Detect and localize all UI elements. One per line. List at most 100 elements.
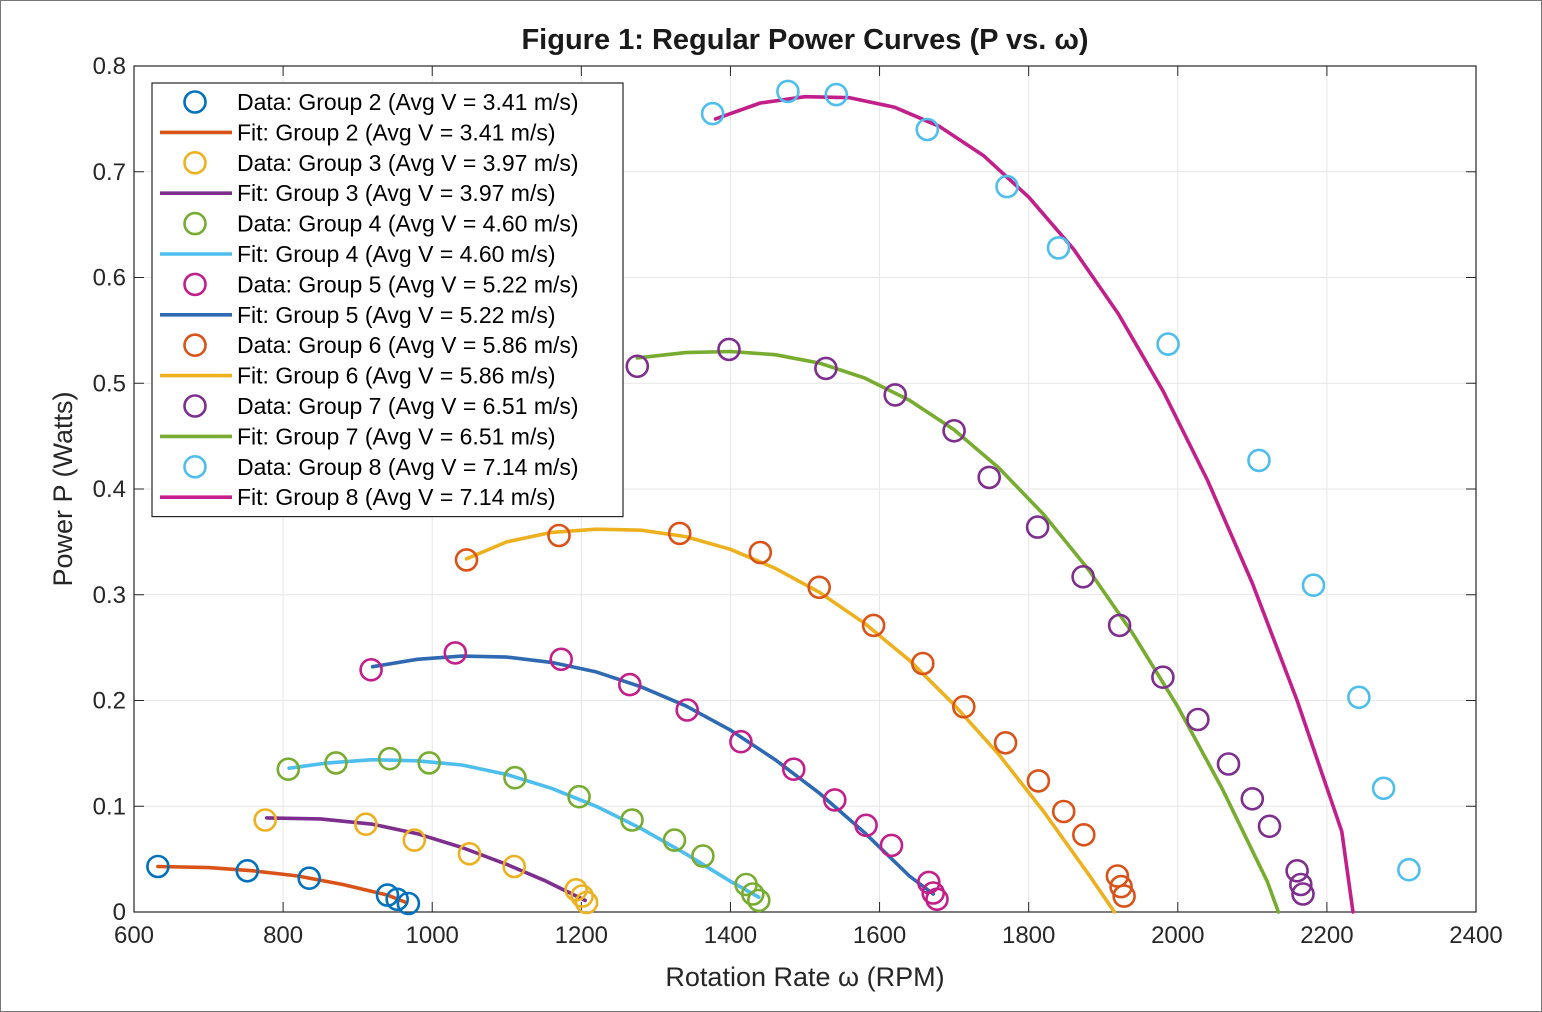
data-point — [746, 888, 771, 913]
data-point — [814, 356, 838, 381]
x-tick-label: 1800 — [1002, 922, 1055, 949]
data-point — [574, 890, 599, 915]
y-tick-label: 0.5 — [93, 370, 126, 397]
fit-line — [464, 527, 1117, 914]
data-point — [1247, 448, 1271, 473]
data-point — [822, 788, 847, 812]
fit-line — [264, 816, 587, 903]
data-point — [951, 694, 976, 719]
data-point — [781, 757, 806, 782]
x-tick-label: 1600 — [853, 922, 906, 949]
data-point — [620, 808, 644, 832]
data-point — [854, 813, 878, 838]
chart-title: Figure 1: Regular Power Curves (P vs. ω) — [521, 24, 1088, 56]
data-point — [776, 79, 800, 104]
x-tick-label: 2000 — [1151, 922, 1204, 949]
data-point — [359, 657, 383, 682]
legend-label: Data: Group 5 (Avg V = 5.22 m/s) — [237, 271, 579, 297]
legend-label: Fit: Group 5 (Avg V = 5.22 m/s) — [237, 302, 556, 328]
series-group — [276, 746, 771, 913]
fit-line — [635, 349, 1281, 914]
data-point — [1109, 874, 1133, 899]
y-axis-label: Power P (Watts) — [48, 391, 78, 586]
series-group — [625, 337, 1315, 914]
x-tick-label: 1200 — [555, 922, 608, 949]
data-point — [625, 354, 650, 379]
legend-label: Fit: Group 7 (Avg V = 6.51 m/s) — [237, 423, 556, 449]
legend-marker — [183, 454, 207, 479]
data-point — [503, 765, 527, 790]
data-point — [567, 784, 591, 809]
x-tick-label: 800 — [263, 922, 303, 949]
legend-label: Data: Group 3 (Avg V = 3.97 m/s) — [237, 150, 579, 176]
data-point — [297, 866, 322, 891]
data-point — [276, 757, 301, 782]
legend-marker — [183, 90, 207, 114]
data-point — [377, 746, 402, 771]
data-point — [861, 613, 886, 638]
data-point — [1025, 515, 1050, 539]
series-group — [700, 79, 1421, 914]
data-point — [942, 418, 966, 443]
x-tick-label: 1400 — [704, 922, 757, 949]
data-point — [146, 854, 170, 879]
data-point — [717, 337, 741, 362]
y-tick-label: 0.1 — [93, 793, 126, 820]
data-point — [662, 828, 687, 852]
data-point — [354, 812, 378, 837]
legend-label: Data: Group 7 (Avg V = 6.51 m/s) — [237, 393, 579, 419]
data-point — [1026, 769, 1051, 793]
data-point — [1046, 236, 1071, 260]
legend-marker — [183, 394, 207, 418]
legend-label: Fit: Group 2 (Avg V = 3.41 m/s) — [237, 119, 556, 145]
series-layer — [146, 79, 1421, 916]
data-point — [1107, 613, 1132, 638]
data-point — [454, 548, 479, 572]
legend-label: Data: Group 6 (Avg V = 5.86 m/s) — [237, 332, 579, 358]
series-group — [359, 641, 949, 912]
data-point — [1156, 332, 1180, 356]
data-point — [740, 882, 765, 906]
data-point — [1397, 857, 1421, 882]
y-tick-label: 0.3 — [93, 582, 126, 609]
legend-label: Data: Group 4 (Avg V = 4.60 m/s) — [237, 211, 579, 237]
data-point — [1112, 884, 1136, 908]
legend-marker — [183, 151, 207, 175]
series-group — [253, 808, 599, 915]
data-point — [883, 383, 908, 407]
data-point — [617, 672, 642, 697]
legend-marker — [183, 272, 207, 297]
data-point — [824, 82, 849, 107]
data-point — [1301, 573, 1326, 598]
y-tick-label: 0.4 — [93, 476, 126, 503]
data-point — [915, 117, 940, 142]
data-point — [1071, 564, 1095, 589]
legend-marker — [183, 211, 207, 236]
y-tick-label: 0.2 — [93, 688, 126, 715]
legend-label: Fit: Group 8 (Avg V = 7.14 m/s) — [237, 484, 556, 510]
data-point — [925, 887, 949, 912]
data-point — [1285, 858, 1309, 883]
data-point — [910, 651, 935, 676]
data-point — [807, 575, 832, 600]
data-point — [253, 808, 278, 832]
data-point — [443, 641, 468, 665]
data-point — [1186, 707, 1210, 732]
y-tick-label: 0.7 — [93, 159, 126, 186]
data-point — [385, 887, 410, 912]
data-point — [977, 465, 1002, 490]
legend-label: Fit: Group 4 (Avg V = 4.60 m/s) — [237, 241, 556, 267]
data-point — [691, 844, 715, 868]
y-tick-label: 0 — [113, 899, 126, 926]
data-point — [547, 523, 571, 548]
x-tick-label: 600 — [114, 922, 154, 949]
data-point — [921, 881, 946, 905]
data-point — [570, 884, 594, 908]
axes-box — [133, 65, 1477, 913]
data-point — [1072, 822, 1096, 847]
data-point — [667, 521, 692, 546]
x-tick-label: 2200 — [1300, 922, 1353, 949]
y-tick-label: 0.8 — [93, 53, 126, 80]
data-point — [1151, 665, 1175, 690]
data-point — [417, 751, 442, 775]
